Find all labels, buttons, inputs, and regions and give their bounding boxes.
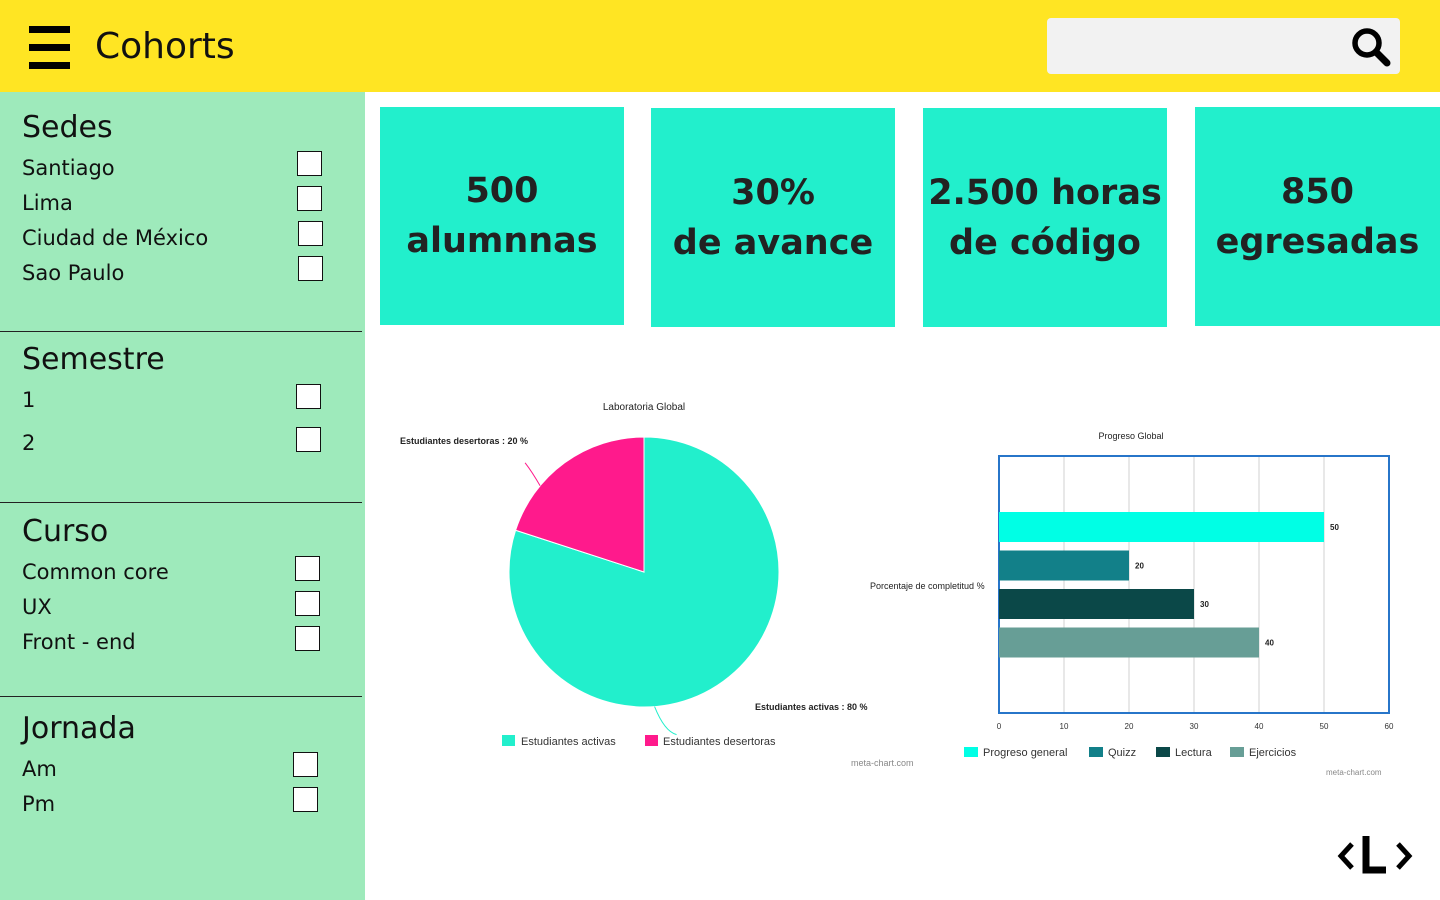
pie-credit: meta-chart.com [851, 758, 914, 768]
filter-option-label: Common core [22, 560, 169, 584]
stat-value: 500 [465, 171, 539, 211]
bar-legend-swatch-lectura [1156, 747, 1170, 757]
bar-legend-label-ejercicios: Ejercicios [1249, 747, 1297, 759]
pie-legend-swatch-desertoras [645, 735, 658, 746]
filter-option-label: Ciudad de México [22, 226, 209, 250]
bar-ejercicios [999, 627, 1259, 658]
filter-heading: Curso [22, 514, 109, 549]
pie-title: Laboratoria Global [603, 402, 685, 413]
hamburger-menu-icon[interactable] [29, 26, 70, 69]
bar-y-axis-label: Porcentaje de completitud % [870, 581, 985, 591]
filter-heading: Sedes [22, 110, 113, 145]
pie-legend-label-activas: Estudiantes activas [521, 736, 616, 748]
stat-card-code-hours: 2.500 horas de código [923, 108, 1167, 327]
checkbox-semestre-1[interactable] [296, 384, 321, 409]
bar-x-tick-label: 10 [1060, 722, 1069, 731]
top-bar: Cohorts [0, 0, 1440, 92]
pie-chart: Laboratoria Global Estudiantes activas :… [400, 402, 914, 768]
bar-legend-swatch-ejercicios [1230, 747, 1244, 757]
checkbox-am[interactable] [293, 752, 318, 777]
page-title: Cohorts [95, 26, 235, 67]
bar-x-tick-label: 40 [1255, 722, 1264, 731]
filter-section-sedes: Sedes Santiago Lima Ciudad de México Sao… [0, 92, 362, 332]
stat-card-graduates: 850 egresadas [1195, 107, 1440, 326]
filter-option-label: 2 [22, 431, 36, 455]
search-input[interactable] [1059, 26, 1339, 66]
bar-x-tick-label: 60 [1385, 722, 1394, 731]
pie-data-label-activas: Estudiantes activas : 80 % [755, 702, 868, 712]
stat-value: 2.500 horas [928, 172, 1162, 213]
checkbox-santiago[interactable] [297, 151, 322, 176]
checkbox-front-end[interactable] [295, 626, 320, 651]
bar-lectura [999, 589, 1194, 619]
bar-legend-label-quizz: Quizz [1108, 747, 1136, 759]
filter-section-jornada: Jornada Am Pm [0, 697, 362, 900]
pie-slice-estudiantes-desertoras [514, 436, 645, 573]
filter-option-label: Front - end [22, 630, 136, 654]
bar-progreso-general [999, 512, 1324, 542]
stat-label: de avance [672, 222, 874, 263]
stat-label: de código [949, 222, 1141, 263]
bar-title: Progreso Global [1098, 431, 1163, 441]
stat-value: 30% [731, 172, 815, 213]
checkbox-semestre-2[interactable] [296, 427, 321, 452]
checkbox-lima[interactable] [297, 186, 322, 211]
stat-value: 850 [1280, 171, 1355, 212]
checkbox-pm[interactable] [293, 787, 318, 812]
bar-data-label-ejercicios: 40 [1265, 639, 1274, 648]
pie-leader-line-desertoras [524, 462, 541, 487]
bar-legend-label-lectura: Lectura [1175, 747, 1213, 759]
search-box [1047, 18, 1400, 74]
bar-x-tick-label: 30 [1190, 722, 1199, 731]
bar-x-tick-label: 20 [1125, 722, 1134, 731]
bar-legend-swatch-progreso-general [964, 747, 978, 757]
filter-option-label: Am [22, 757, 57, 781]
sidebar-filters: Sedes Santiago Lima Ciudad de México Sao… [0, 92, 365, 900]
bar-data-label-quizz: 20 [1135, 562, 1144, 571]
stat-label: alumnnas [406, 221, 598, 261]
pie-data-label-desertoras: Estudiantes desertoras : 20 % [400, 436, 528, 446]
bar-quizz [999, 550, 1129, 581]
bar-data-label-progreso-general: 50 [1330, 523, 1339, 532]
pie-legend-label-desertoras: Estudiantes desertoras [663, 736, 776, 748]
bar-chart: Progreso Global 50 20 30 40 Porcentaje de c… [870, 431, 1394, 777]
bar-legend-label-progreso-general: Progreso general [983, 747, 1067, 759]
filter-option-label: Pm [22, 792, 56, 816]
bar-legend-swatch-quizz [1089, 747, 1103, 757]
checkbox-common-core[interactable] [295, 556, 320, 581]
filter-option-label: 1 [22, 388, 36, 412]
checkbox-sao-paulo[interactable] [298, 256, 323, 281]
search-icon[interactable] [1349, 25, 1393, 69]
filter-heading: Semestre [22, 342, 165, 377]
bar-plot-frame [998, 455, 1390, 714]
filter-option-label: Santiago [22, 156, 115, 180]
checkbox-ciudad-de-mexico[interactable] [298, 221, 323, 246]
stat-label: egresadas [1215, 221, 1420, 262]
pie-leader-line-activas [654, 706, 677, 736]
bar-x-tick-label: 0 [997, 722, 1002, 731]
bar-x-tick-label: 50 [1320, 722, 1329, 731]
bar-credit: meta-chart.com [1326, 768, 1382, 777]
stat-card-progress: 30% de avance [651, 108, 895, 327]
pie-legend-swatch-activas [502, 735, 515, 746]
checkbox-ux[interactable] [295, 591, 320, 616]
filter-heading: Jornada [22, 711, 136, 746]
filter-section-curso: Curso Common core UX Front - end [0, 503, 362, 697]
filter-option-label: Sao Paulo [22, 261, 125, 285]
bar-data-label-lectura: 30 [1200, 600, 1209, 609]
filter-option-label: Lima [22, 191, 73, 215]
filter-option-label: UX [22, 595, 52, 619]
stat-card-students: 500 alumnnas [380, 107, 624, 325]
laboratoria-logo-icon [1337, 836, 1413, 874]
filter-section-semestre: Semestre 1 2 [0, 332, 362, 503]
